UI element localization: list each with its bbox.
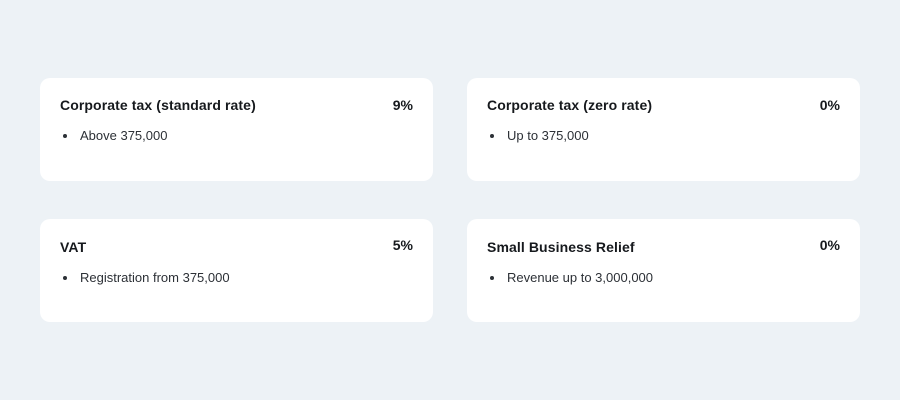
card-details-list: Above 375,000 — [60, 128, 167, 144]
tax-card-vat: VAT 5% Registration from 375,000 — [40, 219, 433, 322]
card-details-list: Revenue up to 3,000,000 — [487, 270, 653, 286]
card-rate: 5% — [392, 237, 413, 253]
list-item: Revenue up to 3,000,000 — [487, 270, 653, 286]
card-details-list: Registration from 375,000 — [60, 270, 230, 286]
card-title: Corporate tax (zero rate) — [487, 97, 653, 113]
list-item: Above 375,000 — [60, 128, 167, 144]
tax-card-small-business-relief: Small Business Relief 0% Revenue up to 3… — [467, 219, 860, 322]
card-title: VAT — [60, 239, 87, 255]
list-item-text: Registration from 375,000 — [80, 270, 230, 285]
tax-card-corporate-standard: Corporate tax (standard rate) 9% Above 3… — [40, 78, 433, 181]
card-details-list: Up to 375,000 — [487, 128, 589, 144]
bullet-icon — [63, 134, 67, 138]
list-item-text: Above 375,000 — [80, 128, 168, 143]
list-item-text: Revenue up to 3,000,000 — [507, 270, 654, 285]
list-item-text: Up to 375,000 — [507, 128, 589, 143]
card-rate: 0% — [819, 97, 840, 113]
card-title: Small Business Relief — [487, 239, 635, 255]
card-rate: 9% — [392, 97, 413, 113]
list-item: Up to 375,000 — [487, 128, 589, 144]
list-item: Registration from 375,000 — [60, 270, 230, 286]
card-title: Corporate tax (standard rate) — [60, 97, 256, 113]
card-rate: 0% — [819, 237, 840, 253]
tax-card-corporate-zero: Corporate tax (zero rate) 0% Up to 375,0… — [467, 78, 860, 181]
bullet-icon — [490, 276, 494, 280]
bullet-icon — [63, 276, 67, 280]
bullet-icon — [490, 134, 494, 138]
